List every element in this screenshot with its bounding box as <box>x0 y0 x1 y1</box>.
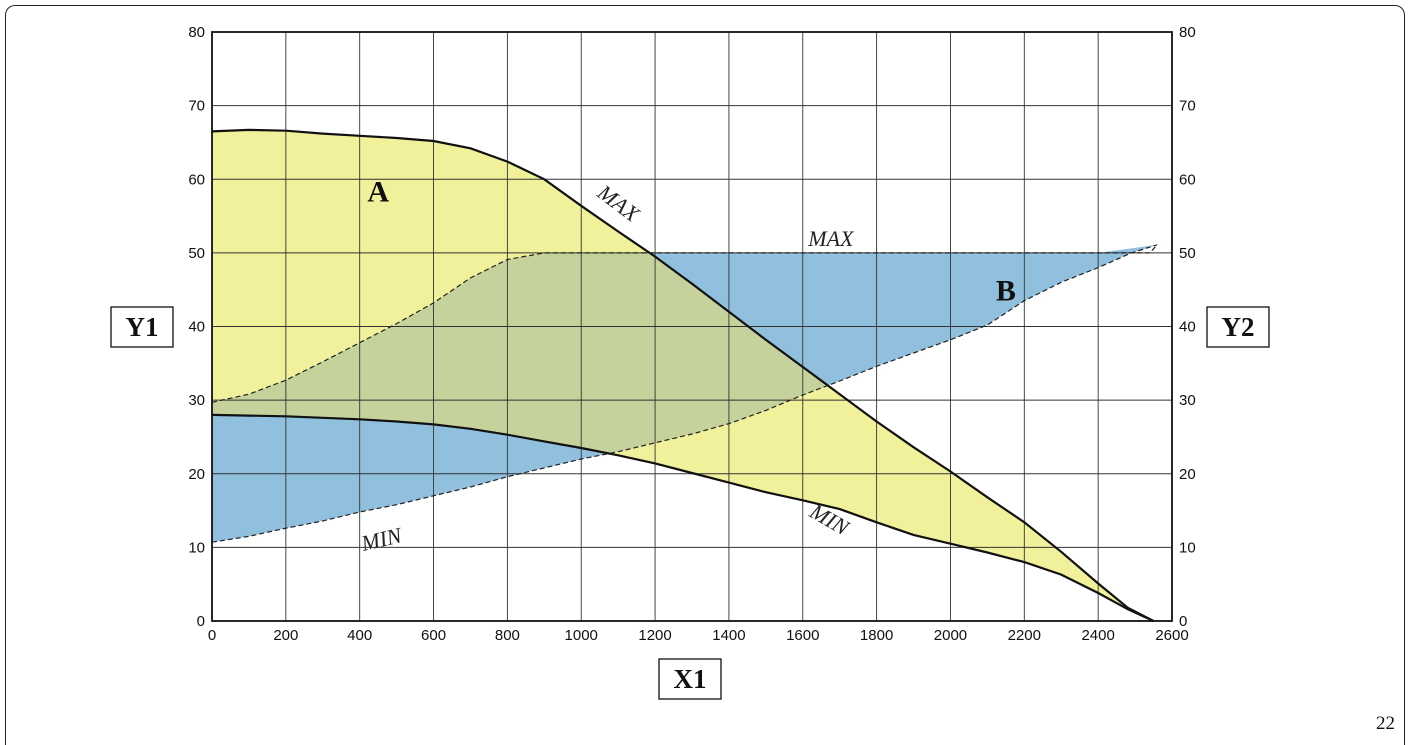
x-tick-label: 400 <box>347 627 372 644</box>
x1-axis-label-frame <box>658 658 722 700</box>
page-number: 22 <box>1376 713 1395 734</box>
area-a-label: A <box>367 175 389 208</box>
curve-a-max <box>211 128 1155 622</box>
x-tick-label: 1200 <box>638 627 671 644</box>
y1-tick-label: 60 <box>188 171 205 188</box>
b-max-label: MAX <box>807 226 855 251</box>
y1-axis-label: Y1 <box>110 306 174 348</box>
x1-axis-label-text: X1 <box>674 664 707 694</box>
plot-border <box>211 31 1173 622</box>
x-tick-label: 600 <box>421 627 446 644</box>
y2-tick-label: 40 <box>1179 319 1196 336</box>
y2-tick-label: 30 <box>1179 392 1196 409</box>
x1-axis-label: X1 <box>658 658 722 700</box>
y1-tick-label: 10 <box>188 539 205 556</box>
b-min-label: MIN <box>358 522 405 556</box>
x-tick-label: 1400 <box>712 627 745 644</box>
y1-tick-label: 20 <box>188 466 205 483</box>
chart-curves <box>211 128 1158 623</box>
y1-axis-label-frame <box>110 306 174 348</box>
x-tick-label: 200 <box>273 627 298 644</box>
y2-axis-label-frame <box>1206 306 1270 348</box>
y2-tick-label: 20 <box>1179 466 1196 483</box>
x-tick-label: 2600 <box>1155 627 1188 644</box>
y1-tick-label: 30 <box>188 392 205 409</box>
x-tick-label: 1600 <box>786 627 819 644</box>
x-tick-label: 2400 <box>1081 627 1114 644</box>
chart-fills <box>212 129 1158 621</box>
curve-b-max <box>211 244 1158 403</box>
y1-tick-label: 80 <box>188 24 205 41</box>
y1-tick-label: 70 <box>188 98 205 115</box>
y2-tick-label: 50 <box>1179 245 1196 262</box>
y1-tick-label: 40 <box>188 319 205 336</box>
x-tick-label: 1800 <box>860 627 893 644</box>
y1-tick-label: 50 <box>188 245 205 262</box>
y2-tick-label: 80 <box>1179 24 1196 41</box>
x-tick-label: 2000 <box>934 627 967 644</box>
y2-axis-label-text: Y2 <box>1222 312 1255 342</box>
x-tick-label: 2200 <box>1008 627 1041 644</box>
y2-tick-label: 10 <box>1179 539 1196 556</box>
x-tick-label: 0 <box>208 627 216 644</box>
area-b-label: B <box>996 275 1016 308</box>
chart-ticks: 0 200 400 600 800 1000 1200 1400 1600 1800 2000 220… <box>188 24 1195 644</box>
y2-axis-label: Y2 <box>1206 306 1270 348</box>
page-frame <box>5 5 1405 745</box>
curve-a-min <box>211 413 1154 623</box>
y2-tick-label: 70 <box>1179 98 1196 115</box>
y1-axis-label-text: Y1 <box>126 312 159 342</box>
x-tick-label: 1000 <box>565 627 598 644</box>
curve-b-min <box>211 244 1158 543</box>
y2-tick-label: 60 <box>1179 171 1196 188</box>
x-tick-label: 800 <box>495 627 520 644</box>
y1-tick-label: 0 <box>197 613 205 630</box>
y2-tick-label: 0 <box>1179 613 1187 630</box>
